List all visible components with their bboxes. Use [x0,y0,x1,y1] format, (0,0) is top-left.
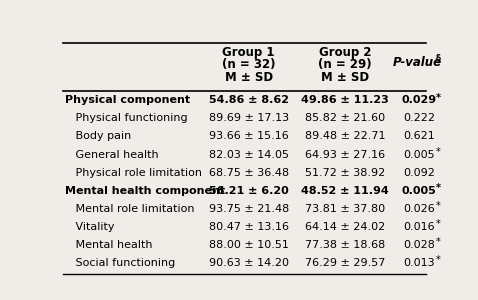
Text: *: * [436,147,441,157]
Text: 0.222: 0.222 [403,113,435,124]
Text: Vitality: Vitality [65,222,114,232]
Text: 56.21 ± 6.20: 56.21 ± 6.20 [209,185,289,196]
Text: General health: General health [65,149,158,160]
Text: 76.29 ± 29.57: 76.29 ± 29.57 [305,258,385,268]
Text: *: * [436,93,441,103]
Text: Group 2: Group 2 [319,46,371,59]
Text: Group 1: Group 1 [222,46,275,59]
Text: 89.69 ± 17.13: 89.69 ± 17.13 [208,113,289,124]
Text: Physical functioning: Physical functioning [65,113,187,124]
Text: 93.66 ± 15.16: 93.66 ± 15.16 [209,131,289,142]
Text: 48.52 ± 11.94: 48.52 ± 11.94 [301,185,389,196]
Text: 85.82 ± 21.60: 85.82 ± 21.60 [305,113,385,124]
Text: P-value: P-value [392,56,442,69]
Text: 88.00 ± 10.51: 88.00 ± 10.51 [209,240,289,250]
Text: M ± SD: M ± SD [225,71,273,84]
Text: Physical component: Physical component [65,95,190,105]
Text: 64.93 ± 27.16: 64.93 ± 27.16 [305,149,385,160]
Text: Physical role limitation: Physical role limitation [65,167,202,178]
Text: Mental health component: Mental health component [65,185,225,196]
Text: 73.81 ± 37.80: 73.81 ± 37.80 [305,204,385,214]
Text: 0.026: 0.026 [403,204,435,214]
Text: 64.14 ± 24.02: 64.14 ± 24.02 [305,222,385,232]
Text: (n = 32): (n = 32) [222,58,275,71]
Text: *: * [436,219,441,229]
Text: *: * [436,183,441,193]
Text: 51.72 ± 38.92: 51.72 ± 38.92 [305,167,385,178]
Text: 0.005: 0.005 [403,149,435,160]
Text: 68.75 ± 36.48: 68.75 ± 36.48 [208,167,289,178]
Text: 80.47 ± 13.16: 80.47 ± 13.16 [209,222,289,232]
Text: Mental role limitation: Mental role limitation [65,204,194,214]
Text: *: * [436,237,441,247]
Text: 54.86 ± 8.62: 54.86 ± 8.62 [209,95,289,105]
Text: M ± SD: M ± SD [321,71,369,84]
Text: 0.029: 0.029 [402,95,436,105]
Text: §: § [436,54,441,64]
Text: *: * [436,255,441,265]
Text: 0.621: 0.621 [403,131,435,142]
Text: *: * [436,201,441,211]
Text: 90.63 ± 14.20: 90.63 ± 14.20 [209,258,289,268]
Text: Body pain: Body pain [65,131,131,142]
Text: 93.75 ± 21.48: 93.75 ± 21.48 [208,204,289,214]
Text: 89.48 ± 22.71: 89.48 ± 22.71 [305,131,385,142]
Text: 49.86 ± 11.23: 49.86 ± 11.23 [301,95,389,105]
Text: Social functioning: Social functioning [65,258,175,268]
Text: Mental health: Mental health [65,240,152,250]
Text: 0.005: 0.005 [402,185,436,196]
Text: 82.03 ± 14.05: 82.03 ± 14.05 [209,149,289,160]
Text: 77.38 ± 18.68: 77.38 ± 18.68 [305,240,385,250]
Text: 0.016: 0.016 [403,222,435,232]
Text: 0.013: 0.013 [403,258,435,268]
Text: (n = 29): (n = 29) [318,58,372,71]
Text: 0.092: 0.092 [403,167,435,178]
Text: 0.028: 0.028 [403,240,435,250]
